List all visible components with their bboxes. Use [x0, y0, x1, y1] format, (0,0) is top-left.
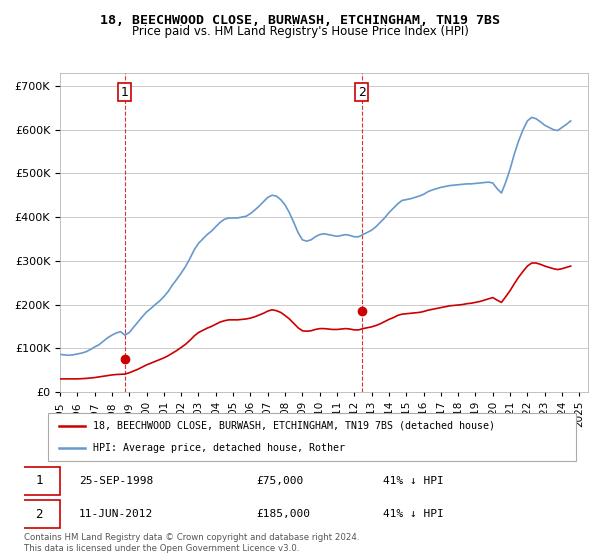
Text: 41% ↓ HPI: 41% ↓ HPI — [383, 476, 443, 486]
Text: HPI: Average price, detached house, Rother: HPI: Average price, detached house, Roth… — [93, 443, 345, 453]
Text: £75,000: £75,000 — [256, 476, 303, 486]
Text: £185,000: £185,000 — [256, 509, 310, 519]
Text: 2: 2 — [358, 86, 366, 99]
Text: 1: 1 — [35, 474, 43, 487]
Text: Price paid vs. HM Land Registry's House Price Index (HPI): Price paid vs. HM Land Registry's House … — [131, 25, 469, 38]
Text: 25-SEP-1998: 25-SEP-1998 — [79, 476, 154, 486]
FancyBboxPatch shape — [48, 413, 576, 461]
Text: Contains HM Land Registry data © Crown copyright and database right 2024.
This d: Contains HM Land Registry data © Crown c… — [24, 533, 359, 553]
Text: 11-JUN-2012: 11-JUN-2012 — [79, 509, 154, 519]
Text: 41% ↓ HPI: 41% ↓ HPI — [383, 509, 443, 519]
Text: 18, BEECHWOOD CLOSE, BURWASH, ETCHINGHAM, TN19 7BS: 18, BEECHWOOD CLOSE, BURWASH, ETCHINGHAM… — [100, 14, 500, 27]
Text: 1: 1 — [121, 86, 128, 99]
FancyBboxPatch shape — [19, 467, 60, 494]
Text: 18, BEECHWOOD CLOSE, BURWASH, ETCHINGHAM, TN19 7BS (detached house): 18, BEECHWOOD CLOSE, BURWASH, ETCHINGHAM… — [93, 421, 495, 431]
FancyBboxPatch shape — [19, 501, 60, 528]
Text: 2: 2 — [35, 508, 43, 521]
